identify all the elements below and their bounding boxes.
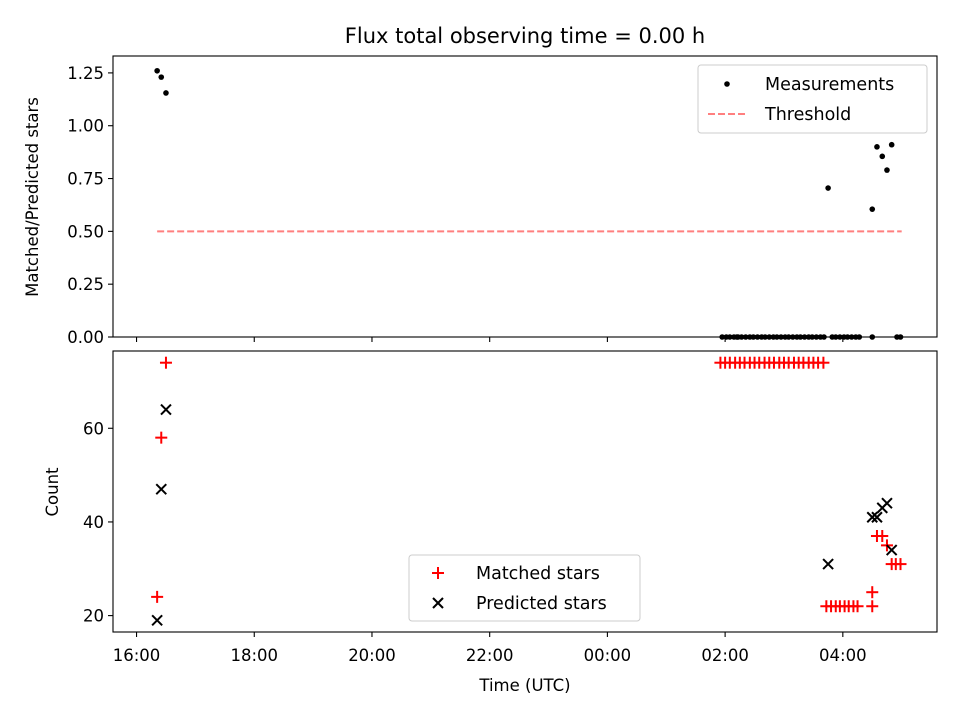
bottom-y-tick-label: 60 — [83, 419, 104, 438]
matched-star-point — [155, 431, 168, 444]
top-legend: Measurements Threshold — [697, 64, 928, 134]
matched-star-point — [866, 586, 879, 599]
legend-measurements-marker — [724, 81, 730, 87]
top-y-tick-label: 0.25 — [67, 275, 104, 294]
bottom-x-tick-label: 22:00 — [466, 646, 514, 665]
chart-title: Flux total observing time = 0.00 h — [345, 24, 705, 48]
legend-measurements-label: Measurements — [765, 75, 894, 95]
matched-star-point — [876, 529, 889, 542]
bottom-y-tick-label: 40 — [83, 513, 104, 532]
measurement-point — [879, 153, 886, 160]
top-y-tick-label: 0.75 — [67, 170, 104, 189]
predicted-star-point — [871, 511, 883, 523]
matched-stars-series — [151, 356, 907, 613]
matched-star-point — [894, 558, 907, 571]
legend-predicted-label: Predicted stars — [476, 594, 607, 614]
matched-star-point — [866, 600, 879, 613]
measurement-point — [888, 141, 895, 148]
measurement-point — [884, 167, 890, 173]
measurement-point — [825, 185, 831, 191]
top-plot-frame — [112, 55, 938, 338]
predicted-star-point — [885, 544, 898, 556]
measurement-point — [154, 67, 160, 74]
top-y-axis-label: Matched/Predicted stars — [23, 97, 42, 297]
top-plot: Flux total observing time = 0.00 h 0.000… — [23, 24, 938, 347]
predicted-star-point — [866, 511, 878, 523]
legend-matched-label: Matched stars — [476, 564, 600, 584]
matched-star-point — [151, 590, 164, 603]
bottom-x-tick-label: 18:00 — [230, 646, 278, 665]
matched-star-point — [159, 356, 172, 369]
bottom-x-tick-label: 20:00 — [348, 646, 396, 665]
legend-threshold-label: Threshold — [764, 105, 851, 125]
legend-predicted-marker — [432, 597, 444, 609]
measurement-point — [158, 74, 165, 80]
top-legend-box — [697, 64, 928, 134]
bottom-x-tick-label: 16:00 — [113, 646, 161, 665]
measurement-point — [874, 144, 880, 150]
top-y-tick-label: 0.00 — [67, 328, 104, 347]
top-y-tick-label: 0.50 — [67, 222, 104, 241]
bottom-x-tick-label: 00:00 — [584, 646, 632, 665]
predicted-stars-series — [151, 403, 898, 626]
predicted-star-point — [881, 497, 893, 509]
top-y-ticks: 0.00 0.25 0.50 0.75 1.00 1.25 — [67, 64, 113, 347]
bottom-y-axis-label: Count — [43, 467, 62, 517]
top-y-tick-label: 1.00 — [67, 117, 104, 136]
bottom-y-ticks: 20 40 60 — [83, 419, 113, 626]
bottom-legend-box — [408, 554, 641, 622]
bottom-legend: Matched stars Predicted stars — [408, 554, 641, 622]
bottom-x-ticks: 16:00 18:00 20:00 22:00 00:00 02:00 04:00 — [113, 632, 867, 665]
predicted-star-point — [155, 483, 167, 495]
predicted-star-point — [822, 558, 834, 570]
matched-star-point — [851, 600, 864, 613]
top-x-ticks — [135, 337, 844, 342]
predicted-star-point — [160, 403, 172, 416]
bottom-plot-frame — [112, 350, 938, 633]
top-y-tick-label: 1.25 — [67, 64, 104, 83]
measurement-point — [163, 90, 169, 96]
bottom-x-tick-label: 04:00 — [819, 646, 867, 665]
x-axis-label: Time (UTC) — [478, 676, 570, 695]
legend-matched-marker — [432, 567, 444, 579]
predicted-star-point — [151, 614, 163, 626]
matched-star-point — [817, 356, 830, 369]
bottom-plot: 20 40 60 16:00 18:00 20:00 22:00 00:00 02:00 04:… — [43, 350, 938, 695]
measurement-point — [869, 206, 876, 212]
bottom-y-tick-label: 20 — [83, 607, 104, 626]
bottom-x-tick-label: 02:00 — [701, 646, 749, 665]
